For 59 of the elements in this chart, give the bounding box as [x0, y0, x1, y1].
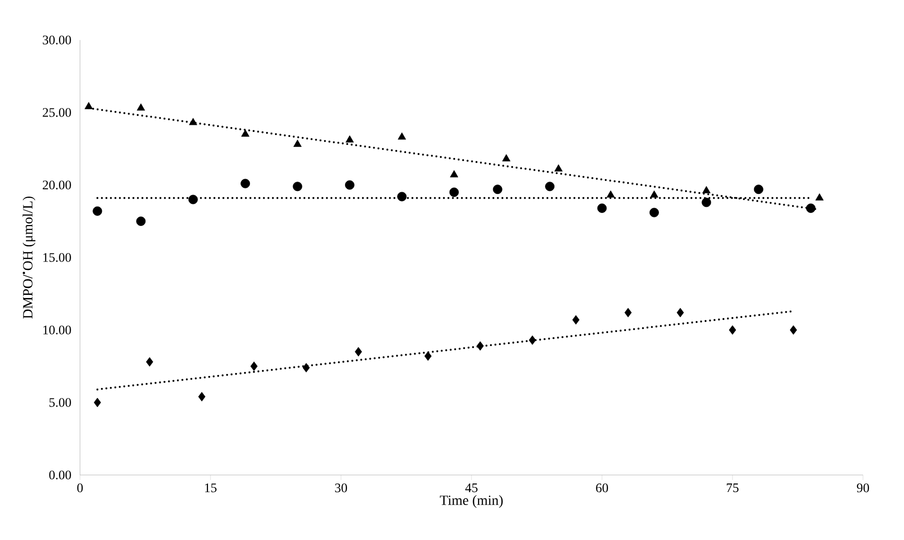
point — [624, 308, 632, 318]
point — [476, 341, 484, 351]
point — [650, 190, 658, 198]
point — [650, 208, 659, 218]
y-tick-label: 25.00 — [42, 108, 71, 117]
point — [702, 186, 710, 194]
point — [545, 182, 554, 192]
x-tick-label: 30 — [335, 484, 348, 492]
y-tick-label: 10.00 — [43, 326, 71, 334]
y-tick-label: 30.00 — [42, 36, 71, 44]
point — [502, 154, 510, 162]
point — [528, 335, 536, 345]
y-axis-title: DMPO/$^{•}$OH (μmol/L) — [22, 196, 36, 319]
point — [292, 182, 302, 192]
point — [397, 192, 407, 202]
x-axis-title: Time (min) — [440, 495, 503, 508]
point — [345, 180, 354, 190]
point — [146, 357, 154, 367]
point — [754, 184, 764, 194]
point — [728, 325, 736, 335]
y-tick-label: 5.00 — [49, 398, 71, 407]
point — [815, 193, 824, 200]
point — [450, 170, 458, 178]
point — [676, 308, 684, 318]
point — [92, 206, 102, 216]
point — [790, 325, 797, 335]
point — [94, 398, 101, 408]
point — [702, 198, 712, 208]
point — [84, 102, 93, 110]
y-tick-label: 20.00 — [42, 180, 71, 190]
point — [606, 190, 615, 198]
point — [189, 118, 198, 126]
point — [554, 164, 563, 172]
point — [188, 194, 198, 204]
y-tick-label: 0.00 — [49, 470, 71, 480]
point — [449, 188, 459, 197]
point — [302, 362, 310, 372]
point — [492, 184, 502, 194]
x-tick-label: 60 — [596, 484, 608, 492]
point — [136, 103, 146, 111]
x-tick-label: 90 — [856, 484, 870, 492]
point — [572, 315, 580, 325]
point — [250, 362, 258, 371]
x-tick-label: 75 — [726, 484, 738, 492]
point — [240, 178, 250, 188]
point — [806, 203, 816, 213]
x-tick-label: 45 — [465, 484, 478, 492]
point — [136, 216, 146, 226]
point — [424, 351, 432, 361]
point — [597, 203, 607, 213]
x-tick-label: 0 — [77, 484, 83, 492]
point — [398, 132, 406, 140]
point — [198, 392, 206, 402]
point — [354, 347, 362, 356]
x-tick-label: 15 — [205, 484, 216, 492]
y-tick-label: 15.00 — [43, 253, 71, 262]
point — [346, 135, 354, 142]
point — [293, 140, 302, 147]
point — [241, 130, 250, 137]
